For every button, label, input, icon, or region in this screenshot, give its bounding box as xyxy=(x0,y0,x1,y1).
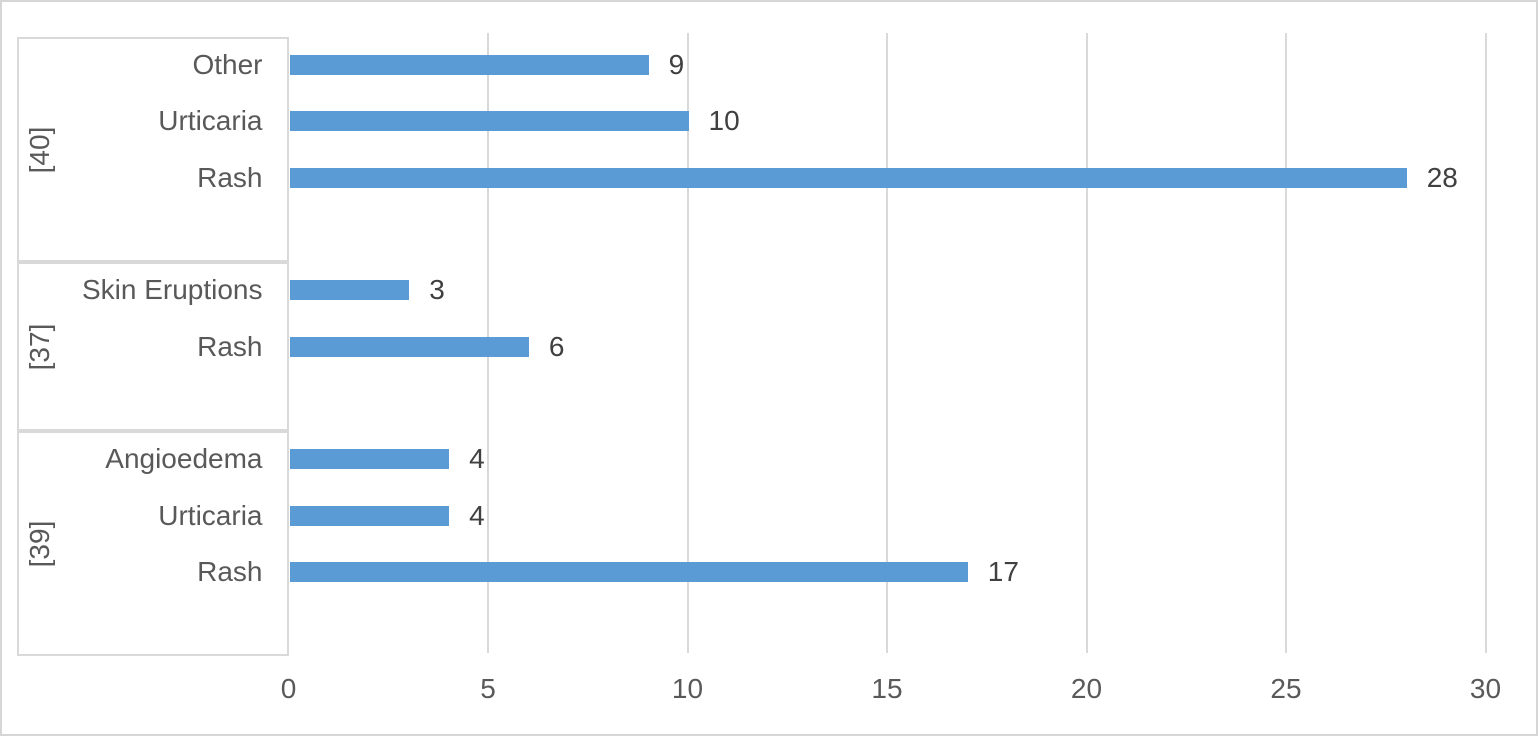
bar-39-urticaria xyxy=(289,505,450,526)
data-label: 6 xyxy=(548,330,565,362)
bar-40-urticaria xyxy=(289,111,689,132)
x-tick-label-0: 0 xyxy=(280,673,297,704)
data-label: 4 xyxy=(469,443,485,475)
x-tick-label-10: 10 xyxy=(671,673,704,704)
category-label: Skin Eruptions xyxy=(81,274,263,306)
x-tick-label-25: 25 xyxy=(1270,673,1302,704)
gridline-25 xyxy=(1285,33,1287,653)
gridline-15 xyxy=(886,33,888,653)
gridline-30 xyxy=(1484,33,1487,653)
data-label: 9 xyxy=(668,49,685,81)
x-tick-label-30: 30 xyxy=(1469,673,1502,704)
bar-40-rash xyxy=(289,167,1407,188)
bar-39-rash xyxy=(289,561,968,582)
category-label: Other xyxy=(192,49,263,81)
bar-37-skin-eruptions xyxy=(289,280,410,301)
gridline-10 xyxy=(686,33,689,653)
gridline-20 xyxy=(1085,33,1088,653)
data-label: 28 xyxy=(1426,161,1458,193)
bar-37-rash xyxy=(289,336,529,357)
data-label: 3 xyxy=(429,274,445,306)
category-label: Rash xyxy=(197,555,263,587)
x-tick-label-5: 5 xyxy=(480,673,496,704)
category-group-box-1 xyxy=(17,262,289,432)
data-label: 10 xyxy=(708,105,740,137)
x-tick-label-20: 20 xyxy=(1070,673,1103,704)
category-label: Angioedema xyxy=(105,443,263,475)
data-label: 17 xyxy=(987,555,1019,587)
category-group-box-2 xyxy=(17,431,289,657)
bar-40-other xyxy=(289,55,649,76)
category-group-box-0 xyxy=(17,37,289,263)
category-label: Urticaria xyxy=(158,105,263,137)
x-tick-label-15: 15 xyxy=(871,673,903,704)
category-label: Urticaria xyxy=(158,499,263,531)
bar-39-angioedema xyxy=(289,449,450,470)
category-label: Rash xyxy=(197,161,263,193)
category-label: Rash xyxy=(197,330,263,362)
data-label: 4 xyxy=(469,499,485,531)
